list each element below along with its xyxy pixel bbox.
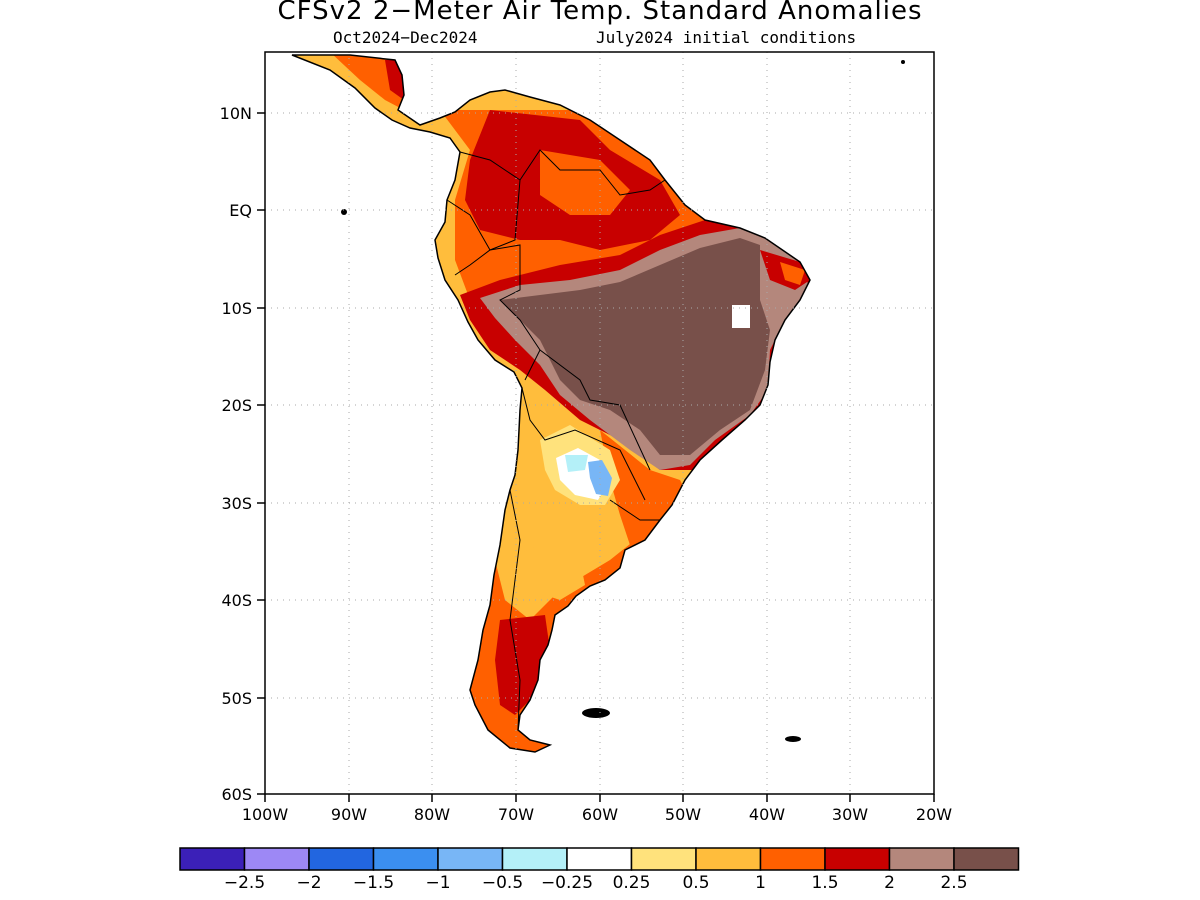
colorbar-swatches	[179, 847, 1020, 871]
colorbar-swatch	[824, 847, 891, 871]
lat-label: 30S	[221, 494, 252, 513]
lon-label: 60W	[582, 805, 618, 824]
anomaly-fill-strong-core	[540, 150, 630, 215]
border-ecuador	[446, 199, 491, 251]
colorbar-swatch	[372, 847, 439, 871]
anomaly-fill-strong-ne	[780, 262, 805, 285]
colorbar-swatch	[759, 847, 826, 871]
south-georgia	[785, 736, 801, 742]
country-borders	[446, 149, 666, 731]
colorbar-label: 2.5	[940, 873, 967, 893]
galapagos-islands	[341, 209, 347, 215]
colorbar-label: −0.5	[482, 873, 523, 893]
falkland-islands	[582, 708, 610, 718]
colorbar-swatch	[695, 847, 762, 871]
anomaly-fill-strong-central-america	[330, 55, 404, 110]
colorbar-label: 1.5	[811, 873, 838, 893]
border-colombia	[454, 151, 521, 276]
border-chile-argentina	[509, 489, 521, 731]
lat-label: 60S	[221, 785, 252, 804]
graticule	[265, 52, 934, 794]
border-bolivia	[539, 349, 651, 471]
colorbar-labels: −2.5 −2 −1.5 −1 −0.5 −0.25 0.25 0.5 1 1.5 2 2.5	[224, 873, 968, 893]
initial-conditions: July2024 initial conditions	[596, 28, 857, 47]
lon-label: 20W	[916, 805, 952, 824]
colorbar-swatch	[243, 847, 310, 871]
colorbar-swatch	[501, 847, 568, 871]
colorbar-label: 2	[884, 873, 895, 893]
latitude-labels: 10N EQ 10S 20S 30S 40S 50S 60S	[220, 104, 252, 804]
colorbar-swatch	[953, 847, 1020, 871]
map-title: CFSv2 2−Meter Air Temp. Standard Anomali…	[277, 0, 923, 26]
border-uruguay	[609, 499, 660, 521]
anomaly-fill-moderate-patagonia	[505, 545, 585, 600]
lat-label: 10S	[221, 299, 252, 318]
anomaly-fill-record	[500, 238, 770, 455]
anomaly-fill-very-strong-patagonia	[495, 615, 550, 715]
anomaly-gap	[732, 305, 750, 328]
colorbar: −2.5 −2 −1.5 −1 −0.5 −0.25 0.25 0.5 1 1.5 2 2.5	[179, 847, 1020, 893]
border-chile-argentina-north	[521, 387, 646, 501]
lon-label: 80W	[414, 805, 450, 824]
lat-label: 20S	[221, 396, 252, 415]
colorbar-label: 0.5	[682, 873, 709, 893]
colorbar-swatch	[437, 847, 504, 871]
lat-label: 10N	[220, 104, 252, 123]
colorbar-swatch	[566, 847, 633, 871]
colorbar-label: 0.25	[613, 873, 651, 893]
anomaly-fill-cool-light	[565, 455, 588, 472]
border-venezuela	[519, 149, 666, 196]
islands	[341, 60, 905, 742]
lon-label: 70W	[498, 805, 534, 824]
lon-label: 100W	[242, 805, 289, 824]
colorbar-label: −1.5	[353, 873, 394, 893]
colorbar-swatch	[888, 847, 955, 871]
lat-label: 50S	[221, 689, 252, 708]
axis-ticks	[257, 112, 935, 802]
colorbar-label: −2	[296, 873, 321, 893]
colorbar-swatch	[308, 847, 375, 871]
longitude-labels: 100W 90W 80W 70W 60W 50W 40W 30W 20W	[242, 805, 952, 824]
colorbar-swatch	[179, 847, 246, 871]
colorbar-label: −1	[425, 873, 450, 893]
lon-label: 30W	[832, 805, 868, 824]
lat-label: EQ	[229, 201, 252, 220]
colorbar-label: −0.25	[541, 873, 593, 893]
coastlines	[291, 54, 811, 753]
lon-label: 90W	[331, 805, 367, 824]
lat-label: 40S	[221, 591, 252, 610]
colorbar-label: −2.5	[224, 873, 265, 893]
lon-label: 40W	[749, 805, 785, 824]
south-america-coastline	[291, 54, 811, 753]
colorbar-label: 1	[755, 873, 766, 893]
lon-label: 50W	[665, 805, 701, 824]
forecast-period: Oct2024−Dec2024	[333, 28, 478, 47]
colorbar-swatch	[630, 847, 697, 871]
atlantic-island	[901, 60, 905, 64]
